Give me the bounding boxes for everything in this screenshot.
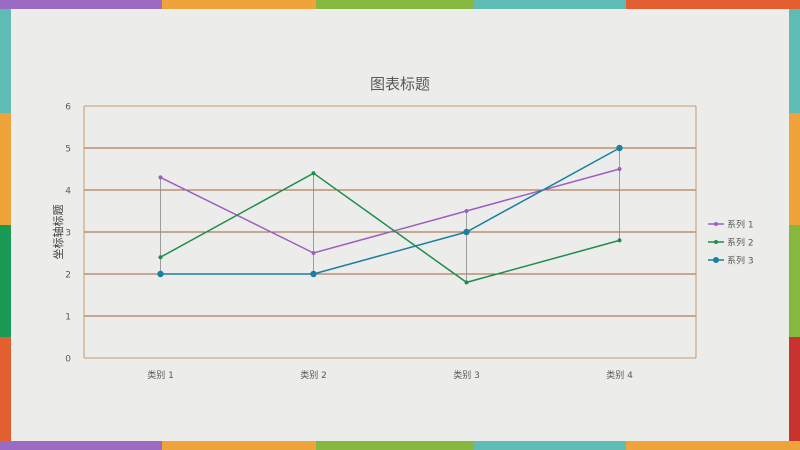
legend-marker-2 [714, 240, 718, 244]
y-tick-label-4: 4 [65, 187, 71, 197]
series-2-point-1 [158, 255, 163, 260]
legend-label-1: 系列 1 [727, 219, 754, 231]
frame-stripe-right-green [789, 225, 800, 337]
legend-label-3: 系列 3 [727, 255, 754, 267]
y-tick-label-5: 5 [65, 145, 71, 155]
legend-marker-1 [714, 222, 718, 226]
series-3-point-4 [616, 144, 623, 152]
frame-stripe-bottom-orange [162, 441, 316, 450]
series-line-1 [160, 168, 620, 254]
frame-stripe-top-orange [162, 0, 316, 9]
series-1-point-3 [464, 209, 469, 213]
frame-stripe-left-orange [0, 113, 11, 225]
frame-stripe-left-red [0, 337, 11, 441]
frame-stripe-top-teal [474, 0, 626, 9]
series-3-point-3 [463, 228, 470, 236]
legend: 系列 1 系列 2 系列 3 [708, 219, 754, 267]
frame-stripe-top-red [626, 0, 800, 9]
series-1-point-4 [617, 167, 622, 171]
frame-stripe-left-teal [0, 9, 11, 113]
x-tick-label-2: 类别 2 [300, 369, 327, 381]
high-low-lines [160, 148, 620, 283]
series-3-point-2 [310, 270, 317, 278]
y-axis-title: 坐标轴标题 [51, 205, 65, 260]
legend-label-2: 系列 2 [727, 237, 754, 249]
y-tick-label-2: 2 [65, 271, 71, 281]
y-tick-label-1: 1 [65, 313, 71, 323]
legend-marker-3 [713, 257, 719, 263]
series-2-point-2 [311, 171, 316, 176]
frame-stripe-top-purple [0, 0, 162, 9]
series-2-point-4 [617, 238, 622, 243]
series-1-point-1 [158, 175, 163, 180]
frame-stripe-right-teal [789, 9, 800, 113]
x-tick-label-1: 类别 1 [147, 369, 174, 381]
x-tick-label-3: 类别 3 [453, 369, 480, 381]
frame-stripe-left-green [0, 225, 11, 337]
x-tick-label-4: 类别 4 [606, 369, 633, 381]
frame-stripe-bottom-purple [0, 441, 162, 450]
y-tick-label-6: 6 [65, 103, 71, 113]
series-2-point-3 [464, 280, 469, 285]
y-tick-label-3: 3 [65, 229, 71, 239]
y-tick-label-0: 0 [65, 355, 71, 365]
y-tick-labels: 0 1 2 3 4 5 6 [65, 103, 71, 365]
series-line-3 [160, 147, 620, 275]
x-tick-labels: 类别 1 类别 2 类别 3 类别 4 [147, 369, 633, 381]
frame-stripe-bottom-teal [474, 441, 626, 450]
frame-stripe-top-green [316, 0, 474, 9]
frame-stripe-right-orange [789, 113, 800, 225]
frame-stripe-right-red [789, 337, 800, 441]
series-1-point-2 [311, 251, 316, 255]
frame-stripe-bottom-orange-right [626, 441, 800, 450]
frame-stripe-bottom-green [316, 441, 474, 450]
chart-title: 图表标题 [370, 75, 430, 93]
series-lines [157, 144, 623, 285]
series-3-point-1 [157, 270, 164, 278]
series-line-2 [160, 172, 620, 284]
